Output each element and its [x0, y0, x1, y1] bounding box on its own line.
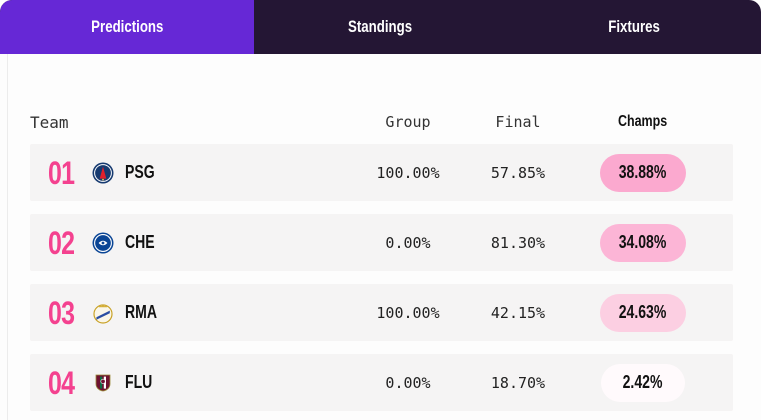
chelsea-crest-icon — [92, 232, 114, 254]
tab-predictions-label: Predictions — [90, 17, 163, 36]
tab-fixtures-label: Fixtures — [608, 17, 660, 36]
champs-cell: 24.63% — [573, 293, 713, 332]
final-probability: 18.70% — [490, 373, 546, 392]
team-cell: 03 RMA — [48, 297, 353, 329]
table-row[interactable]: 03 RMA 100.00% 42.15% 24.63% — [30, 284, 733, 341]
team-code: RMA — [125, 302, 157, 322]
champs-cell: 2.42% — [573, 363, 713, 402]
rank-number: 04 — [48, 364, 75, 401]
column-header-champs: Champs — [618, 113, 668, 130]
final-probability: 42.15% — [490, 303, 546, 322]
tab-fixtures[interactable]: Fixtures — [507, 0, 761, 54]
group-probability: 100.00% — [376, 163, 440, 182]
predictions-table: Team Group Final Champs 01 PSG 100.00% — [0, 54, 761, 420]
tab-standings-label: Standings — [348, 17, 413, 36]
tab-predictions[interactable]: Predictions — [0, 0, 254, 54]
champs-probability-badge: 2.42% — [601, 363, 685, 402]
final-probability: 57.85% — [490, 163, 546, 182]
column-header-group: Group — [385, 113, 431, 131]
group-probability: 0.00% — [385, 233, 431, 252]
champs-cell: 34.08% — [573, 223, 713, 262]
real-madrid-crest-icon — [92, 302, 114, 324]
table-header-row: Team Group Final Champs — [30, 111, 733, 133]
champs-probability-badge: 24.63% — [600, 293, 686, 332]
group-probability: 0.00% — [385, 373, 431, 392]
rank-number: 02 — [48, 224, 75, 261]
team-code: CHE — [125, 232, 155, 252]
table-row[interactable]: 01 PSG 100.00% 57.85% 38.88% — [30, 144, 733, 201]
widget-left-edge — [7, 54, 8, 420]
final-probability: 81.30% — [490, 233, 546, 252]
tab-bar: Predictions Standings Fixtures — [0, 0, 761, 54]
team-code: PSG — [125, 162, 155, 182]
team-cell: 04 FLU — [48, 367, 353, 399]
psg-crest-icon — [92, 162, 114, 184]
group-probability: 100.00% — [376, 303, 440, 322]
rank-number: 03 — [48, 294, 75, 331]
rank-number: 01 — [48, 154, 75, 191]
table-row[interactable]: 02 CHE 0.00% 81.30% 34.08% — [30, 214, 733, 271]
column-header-final: Final — [495, 113, 541, 131]
column-header-team: Team — [30, 112, 69, 132]
table-row[interactable]: 04 FLU 0.00% 18.70% 2.42% — [30, 354, 733, 411]
champs-probability-badge: 34.08% — [600, 223, 686, 262]
team-code: FLU — [125, 372, 153, 392]
champs-probability-badge: 38.88% — [600, 153, 686, 192]
fluminense-crest-icon — [92, 372, 114, 394]
tab-standings[interactable]: Standings — [254, 0, 508, 54]
champs-cell: 38.88% — [573, 153, 713, 192]
team-cell: 02 CHE — [48, 227, 353, 259]
team-cell: 01 PSG — [48, 157, 353, 189]
